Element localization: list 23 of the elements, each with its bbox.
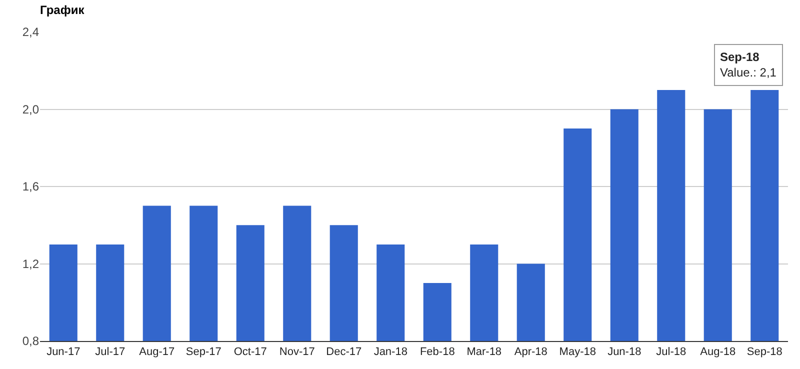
chart-title: График bbox=[40, 2, 86, 17]
y-tick-label: 1,6 bbox=[22, 180, 40, 194]
x-tick-label: Jul-18 bbox=[656, 346, 686, 358]
x-tick-label: Sep-18 bbox=[746, 346, 782, 358]
x-tick-label: Nov-17 bbox=[279, 346, 315, 358]
y-tick-label: 0,8 bbox=[22, 334, 40, 348]
x-tick-label: May-18 bbox=[559, 346, 596, 358]
x-tick-label: Jun-18 bbox=[608, 346, 642, 358]
x-tick-label: Oct-17 bbox=[234, 346, 267, 358]
y-tick-label: 2,4 bbox=[22, 25, 40, 40]
x-tick-label: Jan-18 bbox=[374, 346, 408, 358]
x-tick-label: Sep-17 bbox=[186, 346, 222, 358]
x-tick-label: Apr-18 bbox=[514, 346, 548, 358]
x-tick-label: Dec-17 bbox=[326, 346, 362, 358]
y-tick-label: 1,2 bbox=[22, 256, 40, 271]
x-tick-label: Feb-18 bbox=[420, 346, 455, 358]
x-tick-label: Jul-17 bbox=[95, 346, 126, 358]
x-tick-label: Aug-17 bbox=[139, 346, 175, 358]
annotation: Sep-18 Value.: 2,1 bbox=[720, 50, 777, 80]
y-tick-label: 2,0 bbox=[22, 102, 40, 116]
x-tick-label: Mar-18 bbox=[466, 346, 502, 358]
x-tick-label: Aug-18 bbox=[700, 346, 736, 358]
x-tick-label: Jun-17 bbox=[46, 346, 80, 358]
